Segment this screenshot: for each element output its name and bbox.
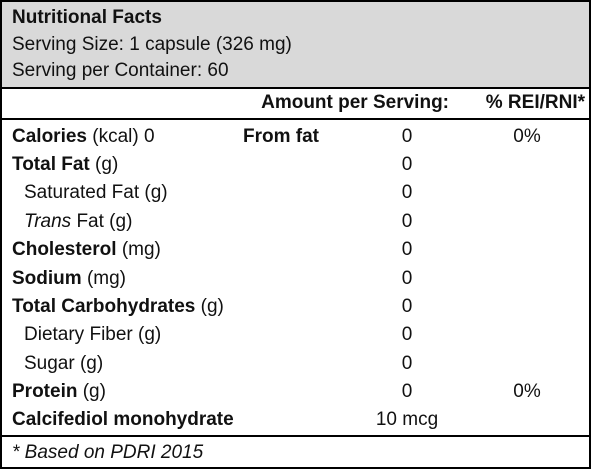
nutrient: Saturated Fat (g) [24, 182, 168, 203]
row: Cholesterol (mg) 0 [2, 237, 589, 263]
unit: Fat (g) [76, 211, 133, 232]
divider [2, 118, 589, 120]
unit: (g) [82, 381, 106, 402]
row: Sugar (g) 0 [2, 351, 589, 377]
row: Calories (kcal) 0 From fat 0 0% [2, 124, 589, 150]
amount: 0 [401, 268, 413, 289]
nutrient: Protein [12, 381, 78, 402]
nutrient: Calories [12, 126, 87, 147]
row: Protein (g) 0 0% [2, 379, 589, 405]
unit: (mg) [121, 239, 161, 260]
nutrient: Cholesterol [12, 239, 117, 260]
row: Calcifediol monohydrate 10 mcg [2, 407, 589, 433]
row: Total Fat (g) 0 [2, 152, 589, 178]
column-title: % REI/RNI* [485, 92, 585, 113]
footnote: * Based on PDRI 2015 [12, 442, 204, 463]
row: Sodium (mg) 0 [2, 266, 589, 292]
row: Trans Fat (g) 0 [2, 209, 589, 235]
nutrient: Sugar (g) [24, 353, 104, 374]
unit: (mg) [86, 268, 127, 289]
servings: Serving per Container: 60 [12, 60, 229, 81]
unit: (kcal) 0 [92, 126, 155, 147]
amount: 0 [401, 126, 413, 147]
percent: 0% [513, 381, 541, 402]
nutrient: Total Fat [12, 154, 90, 175]
nutrient: Dietary Fiber (g) [24, 324, 162, 345]
row: Total Carbohydrates (g) 0 [2, 294, 589, 320]
amount: 0 [401, 211, 413, 232]
title: Nutritional Facts [12, 7, 162, 28]
amount: 0 [401, 154, 413, 175]
extra: From fat [243, 126, 319, 147]
serving-size: Serving Size: 1 capsule (326 mg) [12, 34, 292, 55]
nutrient: Sodium [12, 268, 82, 289]
percent: 0% [513, 126, 541, 147]
unit: (g) [200, 296, 224, 317]
nutrient: Trans [24, 211, 72, 232]
amount: 0 [401, 324, 413, 345]
amount: 0 [401, 239, 413, 260]
column-title: Amount per Serving: [261, 92, 449, 113]
divider [2, 435, 589, 437]
nutrient: Calcifediol monohydrate [12, 409, 234, 430]
amount: 0 [401, 381, 413, 402]
amount: 10 mcg [375, 409, 439, 430]
row: Dietary Fiber (g) 0 [2, 322, 589, 348]
row: Saturated Fat (g) 0 [2, 180, 589, 206]
amount: 0 [401, 182, 413, 203]
amount: 0 [401, 296, 413, 317]
unit: (g) [95, 154, 119, 175]
amount: 0 [401, 353, 413, 374]
header: Nutritional Facts Serving Size: 1 capsul… [2, 2, 589, 89]
nutrient: Total Carbohydrates [12, 296, 196, 317]
column-header: Amount per Serving: % REI/RNI* [2, 90, 589, 116]
